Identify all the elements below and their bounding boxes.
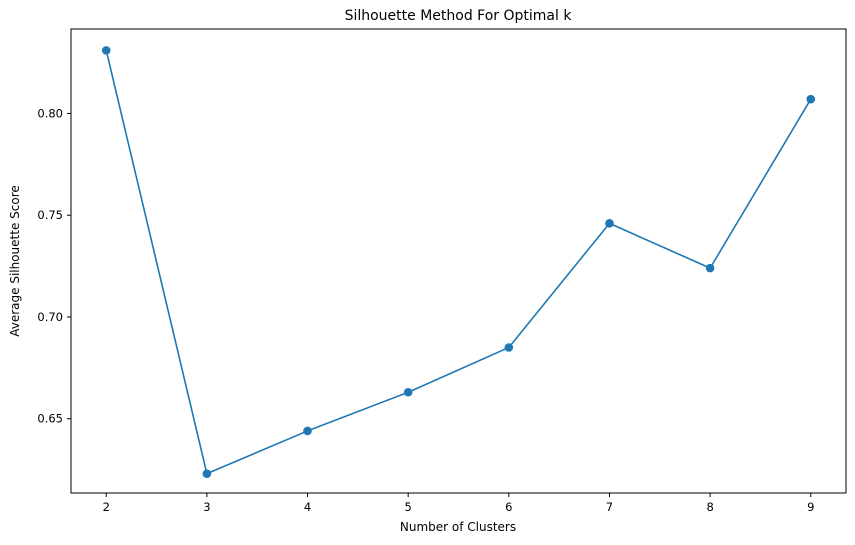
data-point	[504, 343, 514, 352]
y-tick-label: 0.75	[37, 208, 63, 222]
plot-frame	[70, 28, 847, 494]
x-tick-label: 2	[103, 500, 110, 514]
x-tick-label: 6	[505, 500, 512, 514]
x-tick-label: 8	[706, 500, 713, 514]
data-points	[101, 46, 816, 478]
series-line	[105, 50, 812, 475]
chart-title: Silhouette Method For Optimal k	[345, 8, 573, 24]
x-axis: 2 3 4 5 6 7 8 9	[103, 493, 814, 514]
x-tick-label: 3	[203, 500, 210, 514]
x-tick-label: 9	[807, 500, 814, 514]
y-axis: 0.65 0.70 0.75 0.80	[37, 106, 71, 426]
y-axis-label: Average Silhouette Score	[8, 185, 22, 337]
data-point	[605, 219, 614, 228]
data-point	[705, 263, 715, 273]
y-tick-label: 0.80	[37, 106, 63, 120]
data-point	[303, 426, 312, 436]
x-axis-label: Number of Clusters	[400, 520, 516, 534]
y-tick-label: 0.70	[37, 310, 63, 324]
x-tick-label: 7	[606, 500, 613, 514]
x-tick-label: 4	[304, 500, 311, 514]
data-point	[806, 94, 816, 104]
plot-area	[70, 28, 847, 494]
y-tick-label: 0.65	[37, 412, 63, 426]
data-point	[202, 469, 212, 478]
data-point	[101, 46, 111, 55]
x-tick-label: 5	[405, 500, 412, 514]
data-point	[403, 387, 413, 397]
